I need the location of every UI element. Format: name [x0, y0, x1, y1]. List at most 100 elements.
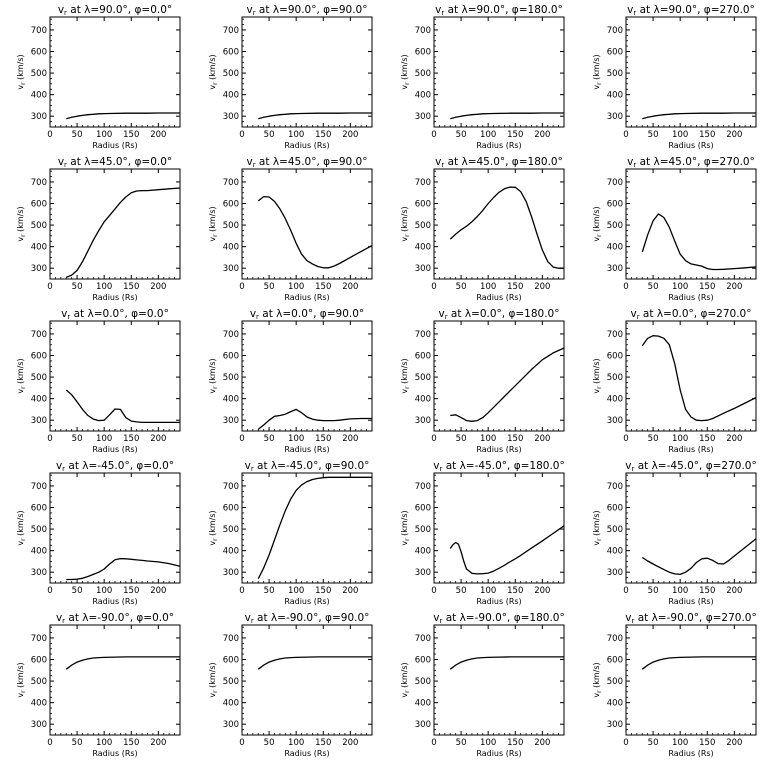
panel-18: 0 50 100 150 200 300 400 500 600 700 vr at λ=-90.0…: [208, 612, 373, 758]
x-axis-label: Radius (Rs): [284, 141, 329, 150]
y-tick-label: 600: [415, 656, 431, 666]
y-tick-label: 700: [415, 482, 431, 492]
y-tick-label: 400: [31, 395, 47, 405]
y-tick-label: 400: [31, 243, 47, 253]
x-tick-label: 0: [239, 586, 244, 596]
x-tick-label: 100: [288, 586, 304, 596]
x-tick-label: 50: [456, 586, 467, 596]
y-tick-label: 400: [415, 243, 431, 253]
x-tick-label: 100: [96, 282, 112, 292]
y-tick-label: 500: [415, 525, 431, 535]
x-tick-label: 150: [699, 282, 715, 292]
series-line: [450, 347, 565, 422]
x-tick-label: 200: [150, 586, 166, 596]
x-tick-label: 0: [431, 434, 436, 444]
y-tick-label: 600: [223, 352, 239, 362]
y-tick-label: 700: [31, 178, 47, 188]
y-tick-label: 300: [415, 568, 431, 578]
x-tick-label: 200: [150, 130, 166, 140]
x-tick-label: 50: [264, 738, 275, 748]
x-tick-label: 150: [315, 586, 331, 596]
x-axis-label: Radius (Rs): [476, 445, 521, 454]
x-tick-label: 200: [726, 130, 742, 140]
y-tick-label: 500: [223, 677, 239, 687]
x-tick-label: 150: [699, 586, 715, 596]
y-tick-label: 600: [31, 200, 47, 210]
x-tick-label: 0: [623, 738, 628, 748]
x-tick-label: 100: [288, 738, 304, 748]
x-tick-label: 150: [507, 282, 523, 292]
x-tick-label: 200: [534, 434, 550, 444]
series-line: [65, 656, 180, 670]
panel-title: vr at λ=-90.0°, φ=0.0°: [56, 612, 174, 625]
y-tick-label: 600: [415, 48, 431, 58]
y-axis-label: vr (km/s): [592, 54, 603, 89]
x-tick-label: 0: [239, 282, 244, 292]
panel-title: vr at λ=0.0°, φ=0.0°: [61, 308, 169, 321]
y-axis-label: vr (km/s): [400, 662, 411, 697]
y-tick-label: 400: [607, 395, 623, 405]
y-tick-label: 300: [31, 112, 47, 122]
y-axis-label: vr (km/s): [208, 662, 219, 697]
y-tick-label: 300: [223, 720, 239, 730]
x-tick-label: 150: [315, 738, 331, 748]
x-axis-label: Radius (Rs): [476, 293, 521, 302]
y-tick-label: 700: [415, 330, 431, 340]
panel-14: 0 50 100 150 200 300 400 500 600 700 vr at λ=-45.0…: [208, 460, 373, 606]
panel-title: vr at λ=90.0°, φ=180.0°: [435, 4, 563, 17]
plot-frame: [241, 472, 373, 584]
x-tick-label: 50: [648, 282, 659, 292]
y-tick-label: 400: [31, 91, 47, 101]
y-tick-label: 300: [31, 264, 47, 274]
x-tick-label: 200: [534, 282, 550, 292]
y-tick-label: 700: [31, 634, 47, 644]
y-axis-label: vr (km/s): [16, 54, 27, 89]
x-axis-label: Radius (Rs): [476, 597, 521, 606]
series-line: [642, 112, 756, 120]
x-tick-label: 100: [672, 130, 688, 140]
plot-frame: [625, 624, 757, 736]
plot-frame: [49, 16, 181, 128]
y-tick-label: 300: [223, 568, 239, 578]
y-tick-label: 300: [607, 264, 623, 274]
y-tick-label: 300: [223, 416, 239, 426]
x-axis-label: Radius (Rs): [284, 597, 329, 606]
x-tick-label: 0: [623, 282, 628, 292]
y-tick-label: 500: [607, 69, 623, 79]
y-tick-label: 700: [415, 634, 431, 644]
y-tick-label: 600: [31, 656, 47, 666]
series-line: [449, 656, 564, 670]
y-tick-label: 600: [223, 504, 239, 514]
x-axis-label: Radius (Rs): [668, 141, 713, 150]
x-tick-label: 0: [431, 282, 436, 292]
series-line: [641, 213, 757, 271]
series-line: [257, 476, 372, 579]
x-tick-label: 0: [239, 130, 244, 140]
x-tick-label: 200: [726, 738, 742, 748]
y-tick-label: 300: [607, 112, 623, 122]
x-tick-label: 200: [726, 282, 742, 292]
series-line: [257, 195, 373, 269]
plot-frame: [433, 16, 565, 128]
y-axis-label: vr (km/s): [208, 206, 219, 241]
series-line: [257, 408, 372, 430]
y-tick-label: 600: [223, 200, 239, 210]
x-axis-label: Radius (Rs): [668, 749, 713, 758]
y-tick-label: 400: [415, 395, 431, 405]
y-tick-label: 500: [31, 525, 47, 535]
panel-title: vr at λ=90.0°, φ=0.0°: [58, 4, 172, 17]
y-tick-label: 600: [223, 656, 239, 666]
y-axis-label: vr (km/s): [400, 206, 411, 241]
plot-frame: [241, 168, 373, 280]
x-tick-label: 50: [264, 434, 275, 444]
y-tick-label: 700: [31, 26, 47, 36]
panel-title: vr at λ=45.0°, φ=180.0°: [435, 156, 563, 169]
plot-frame: [241, 16, 373, 128]
panel-title: vr at λ=-45.0°, φ=270.0°: [625, 460, 756, 473]
y-tick-label: 300: [415, 264, 431, 274]
y-tick-label: 400: [607, 547, 623, 557]
plot-frame: [433, 472, 565, 584]
series-line: [258, 112, 372, 120]
